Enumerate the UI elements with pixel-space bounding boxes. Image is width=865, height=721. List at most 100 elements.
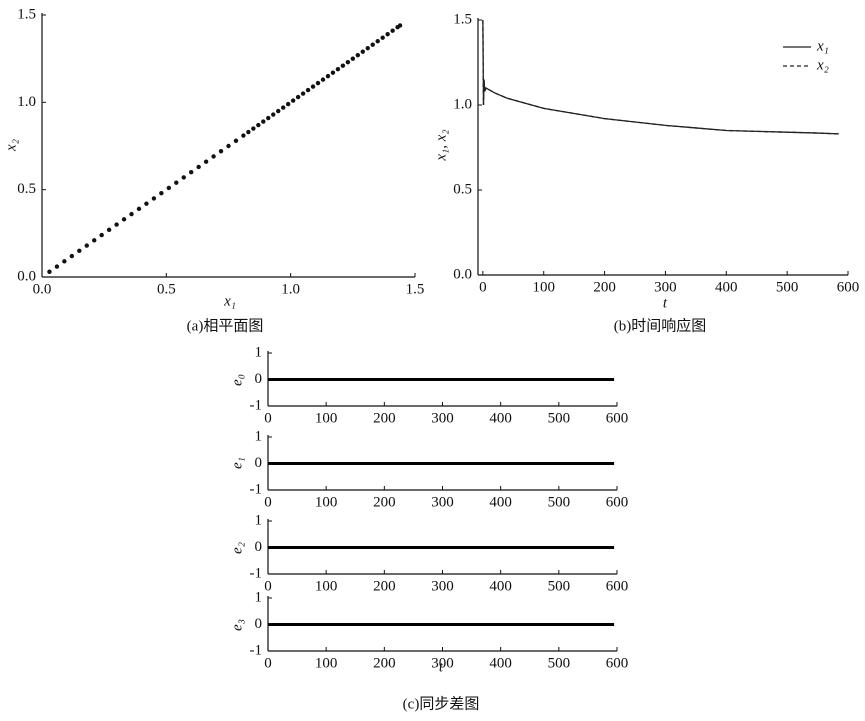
point xyxy=(390,28,395,33)
point xyxy=(203,159,209,164)
legend-label: x₂ xyxy=(816,57,829,73)
y-tick-label: 0.0 xyxy=(453,266,472,282)
point xyxy=(290,98,296,103)
point xyxy=(166,185,172,191)
x-tick-label: 300 xyxy=(431,410,454,426)
point xyxy=(397,23,403,28)
x-tick-label: 0.5 xyxy=(157,281,176,297)
y-tick-label: 1.5 xyxy=(453,11,472,27)
point xyxy=(300,91,306,96)
point xyxy=(144,201,149,206)
y-tick-label: -1 xyxy=(250,565,263,581)
point xyxy=(84,243,89,248)
point xyxy=(246,129,251,135)
point xyxy=(276,108,281,114)
x-tick-label: 0 xyxy=(479,279,487,295)
x-axis-label: t xyxy=(439,659,444,675)
x-tick-label: 0 xyxy=(264,655,272,671)
x-tick-label: 200 xyxy=(373,410,396,426)
point xyxy=(99,232,104,238)
y-tick-label: 0 xyxy=(255,616,263,632)
y-axis-label: e₃ xyxy=(229,619,245,631)
y-tick-label: 0 xyxy=(255,455,263,471)
point xyxy=(320,77,326,82)
x-axis-label: x₁ xyxy=(223,293,236,309)
point xyxy=(360,49,365,54)
point xyxy=(345,59,351,65)
x-tick-label: 0 xyxy=(264,578,272,594)
x-tick-label: 600 xyxy=(606,410,629,426)
point xyxy=(92,238,97,243)
point xyxy=(330,70,336,75)
y-tick-label: 0 xyxy=(255,371,263,387)
x-tick-label: 100 xyxy=(315,578,338,594)
x-tick-label: 100 xyxy=(315,410,338,426)
point xyxy=(271,112,276,117)
y-axis-label: e₀ xyxy=(229,374,245,386)
x-tick-label: 1.0 xyxy=(281,281,300,297)
x-tick-label: 600 xyxy=(837,279,860,295)
y-tick-label: 1.5 xyxy=(17,6,36,22)
point xyxy=(226,143,231,149)
point xyxy=(62,259,67,264)
x-tick-label: 300 xyxy=(431,494,454,510)
line-series xyxy=(482,19,839,135)
point xyxy=(69,253,75,259)
y-tick-label: 1.0 xyxy=(453,96,472,112)
x-tick-label: 600 xyxy=(606,578,629,594)
y-tick-label: 0.5 xyxy=(17,181,36,197)
point xyxy=(54,264,60,269)
point xyxy=(251,126,256,131)
x-tick-label: 400 xyxy=(489,410,512,426)
x-tick-label: 400 xyxy=(489,655,512,671)
x-tick-label: 0.0 xyxy=(33,281,52,297)
x-tick-label: 200 xyxy=(373,578,396,594)
x-tick-label: 200 xyxy=(593,279,616,295)
point xyxy=(181,175,186,180)
caption: (a)相平面图 xyxy=(187,317,264,334)
point xyxy=(129,211,134,217)
point xyxy=(241,133,246,138)
point xyxy=(285,101,291,107)
line-series xyxy=(482,19,839,135)
x-tick-label: 500 xyxy=(548,410,571,426)
y-axis-label: e₁ xyxy=(229,457,245,469)
y-tick-label: 0.5 xyxy=(453,181,472,197)
point xyxy=(281,105,286,110)
y-tick-label: 0.0 xyxy=(17,268,36,284)
x-tick-label: 400 xyxy=(489,578,512,594)
point xyxy=(106,227,112,233)
point xyxy=(189,170,194,175)
x-tick-label: 400 xyxy=(715,279,738,295)
point xyxy=(385,32,390,37)
x-tick-label: 100 xyxy=(532,279,555,295)
y-tick-label: 1 xyxy=(255,344,263,360)
legend-label: x₁ xyxy=(816,38,829,54)
x-axis-label: t xyxy=(663,295,668,311)
point xyxy=(340,63,346,68)
x-tick-label: 500 xyxy=(776,279,799,295)
caption: (c)同步差图 xyxy=(403,695,480,712)
x-tick-label: 0 xyxy=(264,494,272,510)
point xyxy=(350,56,356,61)
y-tick-label: 1.0 xyxy=(17,94,36,110)
x-tick-label: 600 xyxy=(606,494,629,510)
point xyxy=(121,217,127,222)
y-axis-label: x₂ xyxy=(3,139,19,152)
point xyxy=(151,196,157,201)
y-tick-label: -1 xyxy=(250,397,263,413)
point xyxy=(261,119,266,124)
point xyxy=(355,52,361,58)
point xyxy=(256,122,261,128)
x-tick-label: 500 xyxy=(548,655,571,671)
x-tick-label: 500 xyxy=(548,494,571,510)
point xyxy=(218,149,224,154)
x-tick-label: 100 xyxy=(315,494,338,510)
point xyxy=(47,269,52,274)
point xyxy=(159,190,164,196)
point xyxy=(335,66,341,72)
y-tick-label: 0 xyxy=(255,539,263,555)
point xyxy=(211,154,216,159)
point xyxy=(370,42,375,47)
